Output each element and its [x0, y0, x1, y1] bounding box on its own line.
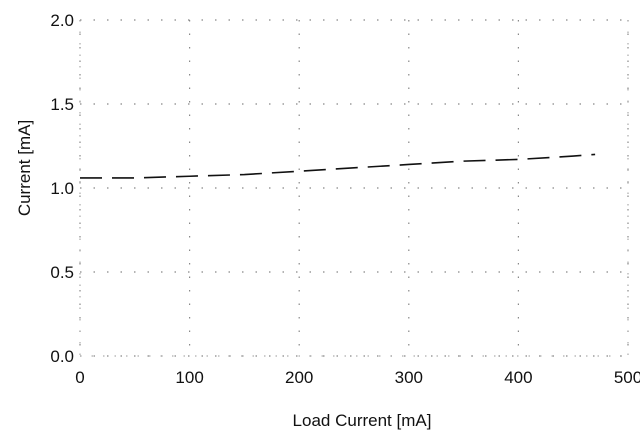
- x-tick-label: 500: [614, 368, 640, 387]
- x-tick-label: 400: [504, 368, 532, 387]
- x-tick-label: 200: [285, 368, 313, 387]
- x-tick-label: 300: [395, 368, 423, 387]
- x-tick-label: 0: [75, 368, 84, 387]
- y-tick-label: 0.5: [50, 263, 74, 282]
- y-tick-labels: 0.0 0.5 1.0 1.5 2.0: [50, 11, 74, 366]
- x-tick-label: 100: [175, 368, 203, 387]
- x-tick-labels: 0 100 200 300 400 500: [75, 368, 640, 387]
- y-tick-label: 1.5: [50, 95, 74, 114]
- y-tick-label: 2.0: [50, 11, 74, 30]
- y-tick-label: 1.0: [50, 179, 74, 198]
- series-group: [80, 153, 596, 179]
- y-axis-label: Current [mA]: [15, 120, 34, 216]
- series-line: [80, 153, 596, 179]
- y-tick-label: 0.0: [50, 347, 74, 366]
- x-axis-label: Load Current [mA]: [293, 411, 432, 430]
